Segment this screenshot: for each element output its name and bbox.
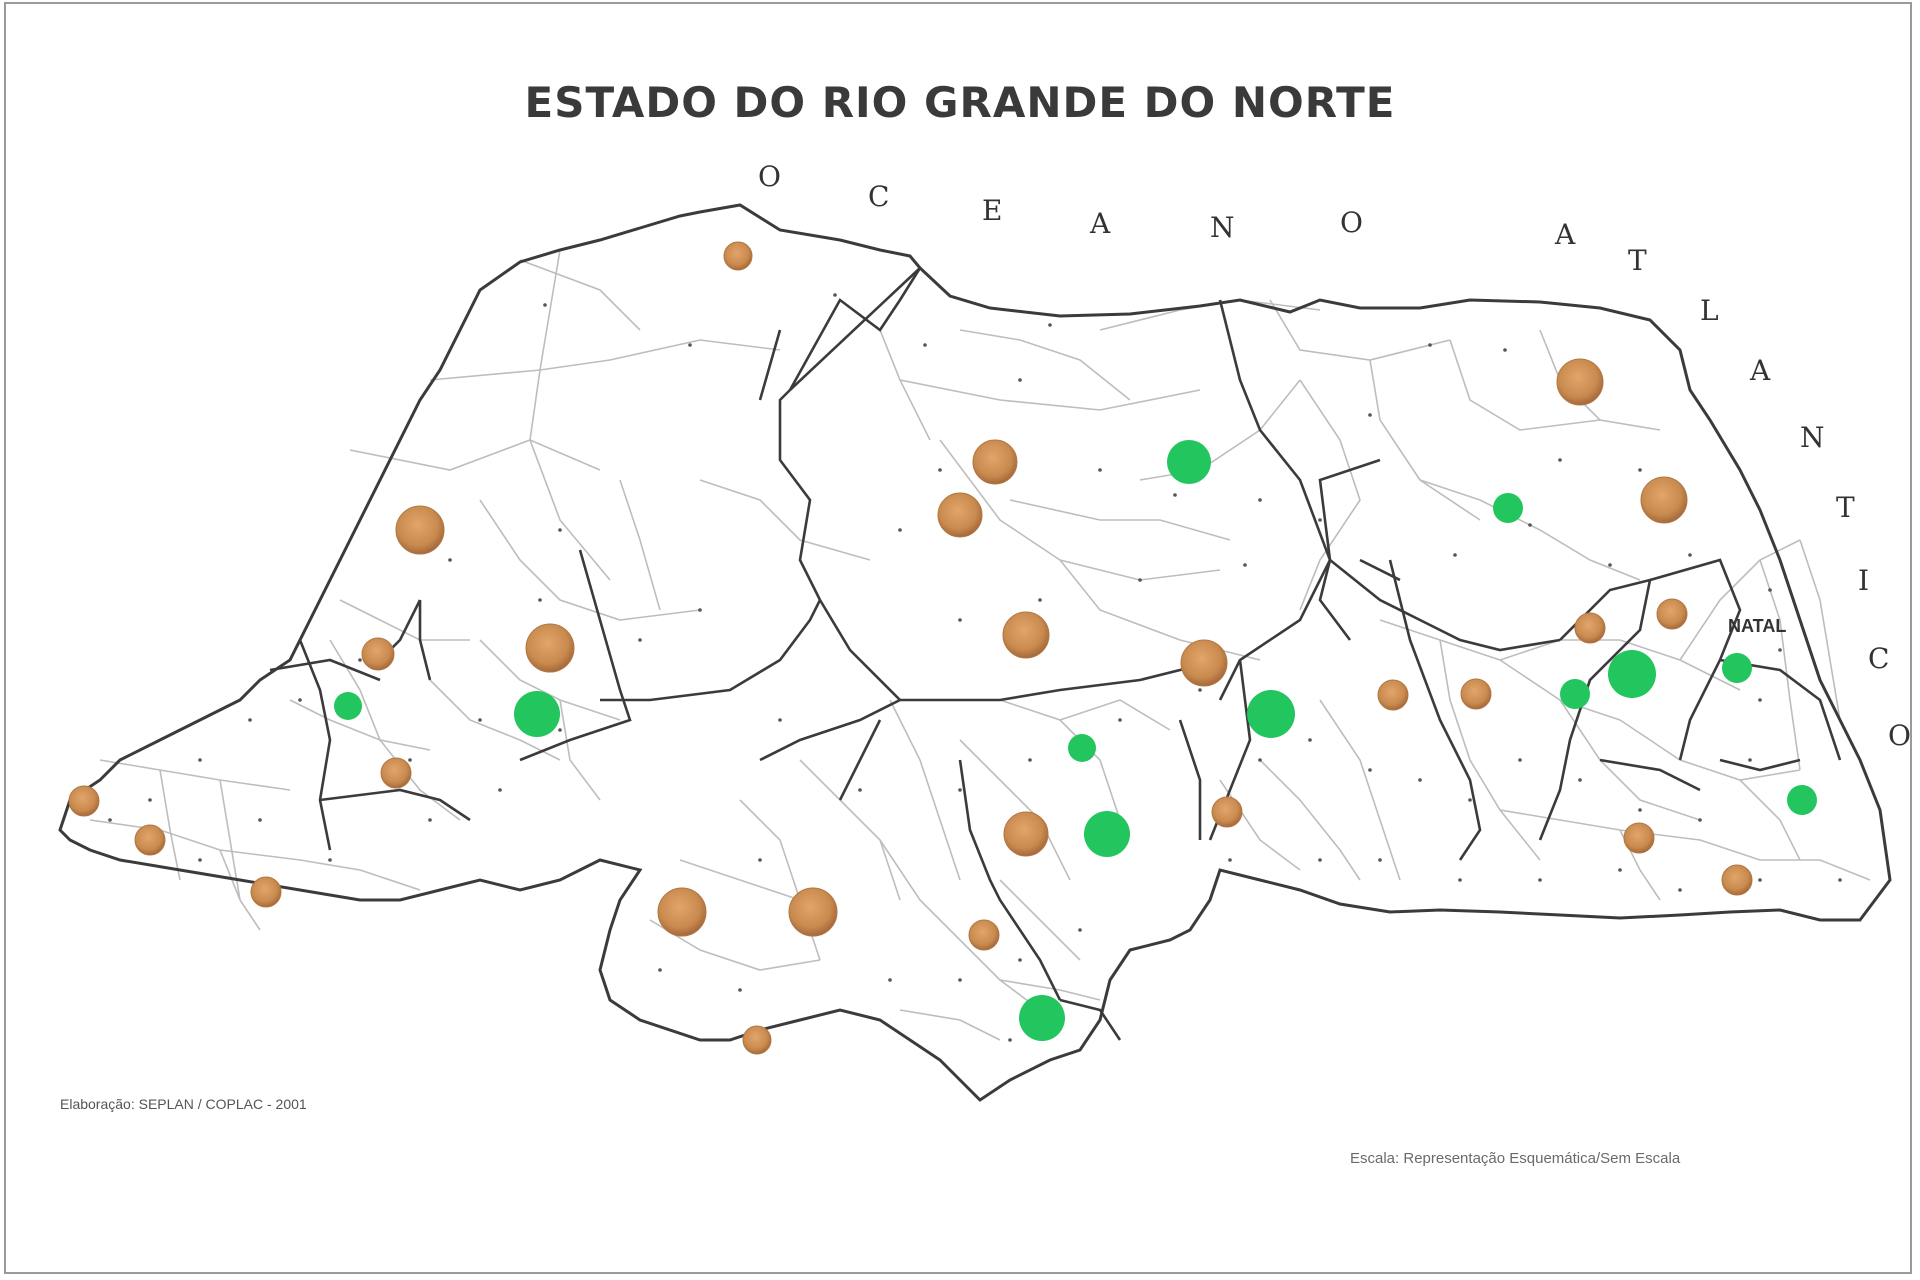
brown-marker xyxy=(657,887,707,937)
green-marker xyxy=(1493,493,1523,523)
brown-marker xyxy=(395,505,445,555)
brown-marker xyxy=(1640,476,1688,524)
green-marker xyxy=(1722,653,1752,683)
ocean-letter: O xyxy=(1340,206,1363,239)
brown-marker xyxy=(68,785,100,817)
brown-marker xyxy=(250,876,282,908)
ocean-letter: L xyxy=(1700,294,1719,327)
brown-marker xyxy=(1721,864,1753,896)
brown-marker xyxy=(1377,679,1409,711)
brown-marker xyxy=(380,757,412,789)
brown-marker xyxy=(1623,822,1655,854)
brown-marker xyxy=(361,637,395,671)
state-outline xyxy=(58,203,1892,1102)
brown-marker xyxy=(937,492,983,538)
green-marker xyxy=(1560,679,1590,709)
ocean-letter: I xyxy=(1858,564,1869,597)
credit-note: Elaboração: SEPLAN / COPLAC - 2001 xyxy=(60,1096,307,1112)
brown-marker xyxy=(1002,611,1050,659)
brown-marker xyxy=(788,887,838,937)
green-marker xyxy=(1167,440,1211,484)
ocean-letter: N xyxy=(1800,421,1825,454)
green-marker xyxy=(514,691,560,737)
map-title: ESTADO DO RIO GRANDE DO NORTE xyxy=(524,78,1396,127)
brown-marker xyxy=(723,241,753,271)
scale-note: Escala: Representação Esquemática/Sem Es… xyxy=(1350,1150,1681,1167)
brown-marker xyxy=(1211,796,1243,828)
brown-marker xyxy=(1556,358,1604,406)
ocean-letter: O xyxy=(758,160,781,193)
ocean-letter: A xyxy=(1554,218,1576,251)
green-marker xyxy=(1084,811,1130,857)
brown-marker xyxy=(972,439,1018,485)
brown-marker xyxy=(968,919,1000,951)
ocean-letter: A xyxy=(1749,354,1771,387)
green-marker xyxy=(1608,650,1656,698)
green-marker xyxy=(334,692,362,720)
brown-marker xyxy=(742,1025,772,1055)
green-marker xyxy=(1068,734,1096,762)
town-dots xyxy=(108,293,1842,1042)
green-markers xyxy=(334,440,1817,1041)
brown-marker xyxy=(1003,811,1049,857)
brown-marker xyxy=(1656,598,1688,630)
brown-markers xyxy=(68,241,1753,1055)
capital-label: NATAL xyxy=(1728,616,1786,636)
municipal-boundaries xyxy=(89,249,1871,1041)
brown-marker xyxy=(1460,678,1492,710)
ocean-letter: O xyxy=(1888,719,1911,752)
green-marker xyxy=(1019,995,1065,1041)
green-marker xyxy=(1247,690,1295,738)
regional-boundaries xyxy=(269,267,1842,1041)
ocean-letter: C xyxy=(1868,642,1889,675)
ocean-letter: T xyxy=(1836,491,1855,524)
ocean-letter: C xyxy=(868,180,889,213)
ocean-letter: A xyxy=(1089,207,1111,240)
ocean-letter: E xyxy=(982,194,1002,227)
brown-marker xyxy=(134,824,166,856)
green-marker xyxy=(1787,785,1817,815)
ocean-letter: T xyxy=(1628,244,1647,277)
brown-marker xyxy=(1574,612,1606,644)
ocean-letter: N xyxy=(1210,211,1235,244)
brown-marker xyxy=(525,623,575,673)
brown-marker xyxy=(1180,639,1228,687)
ocean-label: O C E A N O A T L A N T I C O xyxy=(758,160,1911,752)
